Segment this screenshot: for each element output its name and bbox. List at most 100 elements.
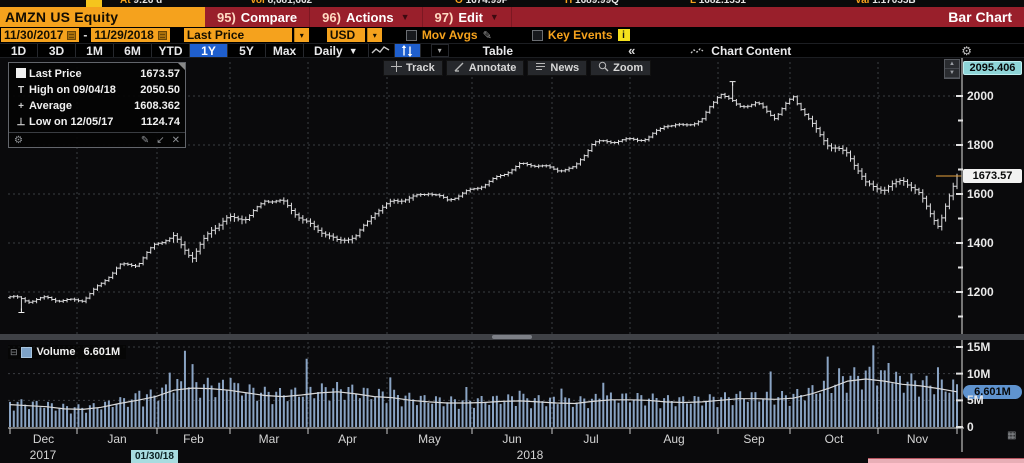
tab-1y[interactable]: 1Y: [190, 44, 228, 58]
chart-action-buttons: Track Annotate News Zoom: [383, 60, 654, 76]
event-date-badge[interactable]: 01/30/18: [131, 450, 178, 463]
volume-tick-label: 0: [967, 420, 974, 434]
quote-fragment: L 1682.1551: [690, 0, 746, 6]
key-events-checkbox[interactable]: [531, 29, 543, 41]
legend-row[interactable]: T High on 09/04/18 2050.50: [13, 82, 180, 98]
year-label-mid: 2018: [516, 448, 544, 462]
title-bar: AMZN US Equity 95) Compare 96) Actions ▼ 97) E…: [0, 7, 1024, 27]
chevron-down-icon: ▼: [348, 45, 358, 56]
function-title: Bar Chart: [948, 9, 1012, 25]
collapse-panel-button[interactable]: «: [628, 43, 636, 58]
tab-max[interactable]: Max: [266, 44, 304, 58]
legend-row[interactable]: + Average 1608.362: [13, 98, 180, 114]
date-from-value: 11/30/2017: [4, 28, 64, 42]
axis-scroll-widget[interactable]: ▲ ▼: [944, 59, 960, 79]
collapse-icon[interactable]: ⊟: [10, 346, 18, 357]
table-button[interactable]: Table: [482, 43, 514, 58]
tab-3d[interactable]: 3D: [38, 44, 76, 58]
date-range-dash: -: [83, 28, 88, 42]
last-price-badge: 1673.57: [963, 169, 1022, 183]
key-events-label[interactable]: Key Events: [547, 28, 613, 42]
avg-marker-icon: +: [18, 100, 24, 112]
panel-resize-handle[interactable]: [492, 335, 532, 339]
tab-1d[interactable]: 1D: [0, 44, 38, 58]
month-label-may: May: [418, 432, 441, 446]
quote-flag-icon: [86, 0, 102, 7]
tab-1m[interactable]: 1M: [76, 44, 114, 58]
date-to-field[interactable]: 11/29/2018: [91, 28, 170, 42]
month-label-nov: Nov: [906, 432, 929, 446]
clipped-bottom-bar: [868, 458, 1024, 463]
month-label-oct: Oct: [824, 432, 844, 446]
price-tick-label: 1600: [967, 187, 994, 201]
quote-fragment: Vol 8,681,662: [250, 0, 313, 6]
news-button[interactable]: News: [527, 60, 588, 76]
axis-corner-icon[interactable]: ▦: [1007, 430, 1017, 441]
zoom-button[interactable]: Zoom: [590, 60, 652, 76]
tab-ytd[interactable]: YTD: [152, 44, 190, 58]
field-select[interactable]: Last Price: [183, 28, 292, 42]
volume-tick-label: 10M: [967, 366, 991, 381]
price-tick-label: 1200: [967, 285, 994, 299]
tab-5y[interactable]: 5Y: [228, 44, 266, 58]
chart-area: Last Price 1673.57 T High on 09/04/18 2050.5…: [0, 58, 1024, 463]
news-icon: [535, 61, 550, 75]
month-label-apr: Apr: [338, 432, 357, 446]
volume-legend-value: 6.601M: [83, 346, 121, 358]
edit-pencil-icon[interactable]: ✎: [482, 29, 492, 42]
price-volume-chart[interactable]: [0, 58, 1024, 463]
annotate-button[interactable]: Annotate: [445, 60, 525, 76]
legend-row[interactable]: Last Price 1673.57: [13, 66, 180, 82]
horizontal-gridlines: [8, 95, 962, 401]
date-from-field[interactable]: 11/30/2017: [1, 28, 80, 42]
calendar-icon[interactable]: [157, 30, 167, 40]
currency-select-caret[interactable]: ▾: [366, 28, 382, 42]
quote-fragment: At 9:26 d: [120, 0, 163, 6]
quote-fragment: O 1674.99P: [455, 0, 509, 6]
low-marker-icon: ⊥: [16, 116, 26, 128]
chart-type-dropdown[interactable]: ▾: [430, 44, 449, 57]
year-label-left: 2017: [29, 448, 57, 462]
axis-ticks: [956, 95, 963, 428]
line-chart-type-button[interactable]: [369, 44, 395, 57]
annotate-icon: [454, 61, 469, 75]
ticker-security-field[interactable]: AMZN US Equity: [0, 7, 205, 27]
menu-items: 95) Compare 96) Actions ▼ 97) Edit ▼: [205, 7, 512, 27]
calendar-icon[interactable]: [67, 30, 77, 40]
menu-item-actions[interactable]: 96) Actions ▼: [310, 7, 423, 27]
squiggle-icon: [690, 47, 704, 53]
scroll-down-icon[interactable]: ▼: [945, 69, 959, 78]
period-select[interactable]: Daily ▼: [304, 44, 369, 58]
mov-avgs-label[interactable]: Mov Avgs: [421, 28, 478, 42]
mov-avgs-checkbox[interactable]: [405, 29, 417, 41]
volume-tick-label: 15M: [967, 340, 991, 354]
month-label-jun: Jun: [502, 432, 522, 446]
gear-icon[interactable]: ⚙: [961, 43, 972, 58]
chart-content-button[interactable]: Chart Content: [690, 44, 791, 58]
menu-item-edit[interactable]: 97) Edit ▼: [423, 7, 512, 27]
edit-pencil-icon[interactable]: ✎: [140, 134, 150, 146]
field-select-caret[interactable]: ▾: [293, 28, 309, 42]
track-icon: [391, 61, 406, 75]
tab-6m[interactable]: 6M: [114, 44, 152, 58]
price-tick-label: 2000: [967, 89, 994, 103]
gear-icon[interactable]: ⚙: [14, 134, 23, 146]
price-tick-label: 1800: [967, 138, 994, 152]
month-label-dec: Dec: [32, 432, 55, 446]
close-icon[interactable]: ✕: [171, 134, 180, 146]
info-icon[interactable]: i: [617, 29, 630, 41]
legend-row[interactable]: ⊥ Low on 12/05/17 1124.74: [13, 114, 180, 130]
menu-item-compare[interactable]: 95) Compare: [205, 7, 311, 27]
high-marker-icon: T: [17, 84, 25, 96]
track-button[interactable]: Track: [383, 60, 443, 76]
scroll-up-icon[interactable]: ▲: [945, 60, 959, 69]
volume-legend[interactable]: ⊟ Volume 6.601M: [8, 345, 127, 359]
minimize-arrow-icon[interactable]: ↙: [156, 134, 165, 146]
month-ticks: [9, 428, 958, 434]
price-legend-box[interactable]: Last Price 1673.57 T High on 09/04/18 2050.5…: [8, 62, 186, 148]
volume-average-line: [9, 378, 958, 411]
currency-select[interactable]: USD: [326, 28, 365, 42]
square-marker-icon: [13, 67, 29, 81]
legend-rows: Last Price 1673.57 T High on 09/04/18 2050.5…: [9, 63, 185, 132]
bar-chart-type-button[interactable]: [394, 44, 421, 57]
